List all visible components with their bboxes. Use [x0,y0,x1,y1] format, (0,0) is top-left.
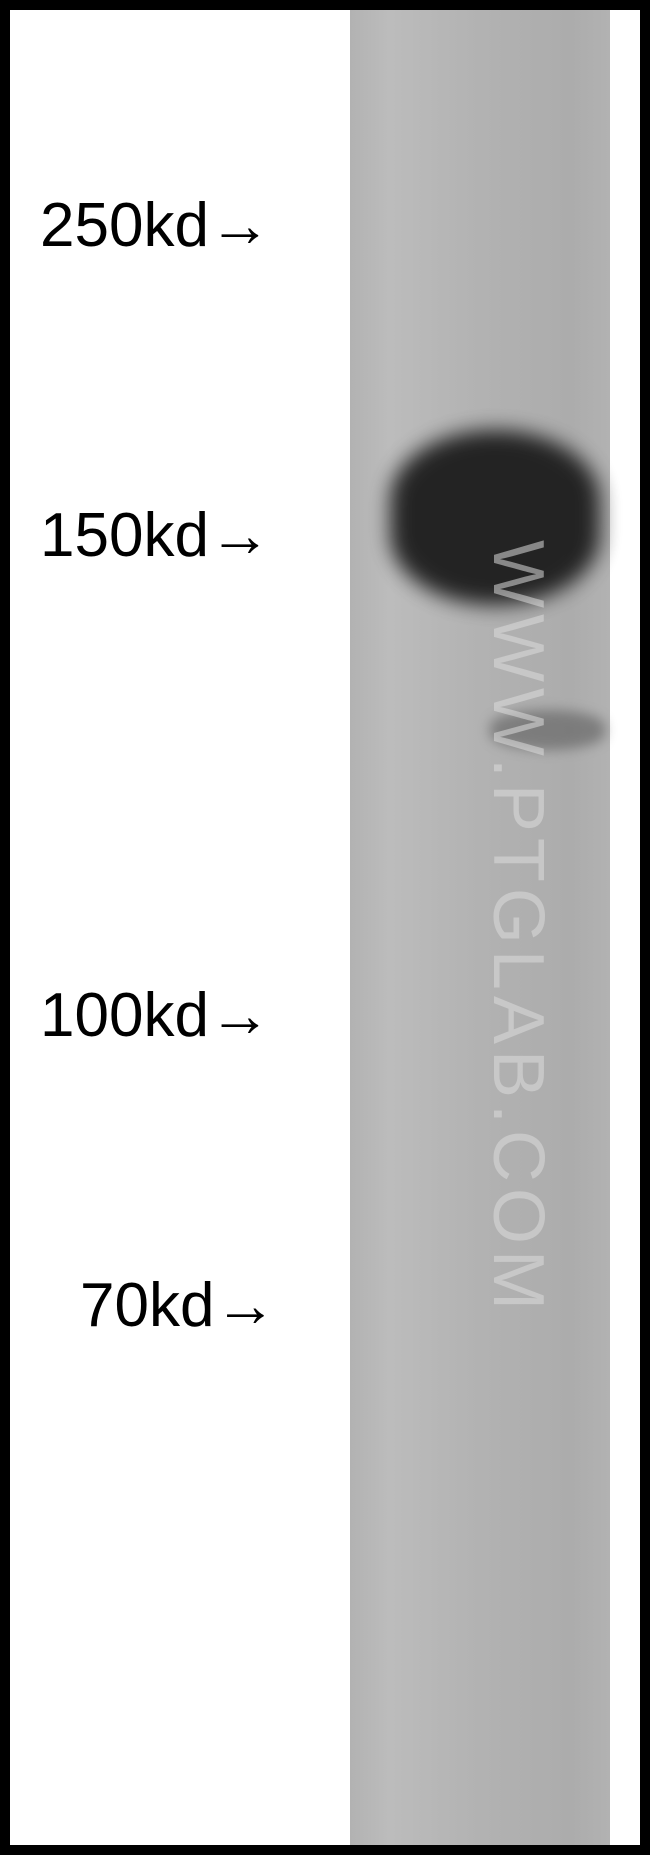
marker-text: 100kd [40,980,209,1051]
blot-lane [350,0,610,1855]
arrow-right-icon: → [209,190,271,261]
marker-text: 250kd [40,190,209,261]
marker-text: 150kd [40,500,209,571]
blot-band-secondary [490,710,605,750]
mw-marker-70kd: 70kd→ [80,1270,276,1341]
marker-text: 70kd [80,1270,214,1341]
blot-band-primary [390,430,600,605]
arrow-right-icon: → [209,980,271,1051]
arrow-right-icon: → [209,500,271,571]
arrow-right-icon: → [214,1270,276,1341]
mw-marker-100kd: 100kd→ [40,980,271,1051]
mw-marker-250kd: 250kd→ [40,190,271,261]
mw-marker-150kd: 150kd→ [40,500,271,571]
